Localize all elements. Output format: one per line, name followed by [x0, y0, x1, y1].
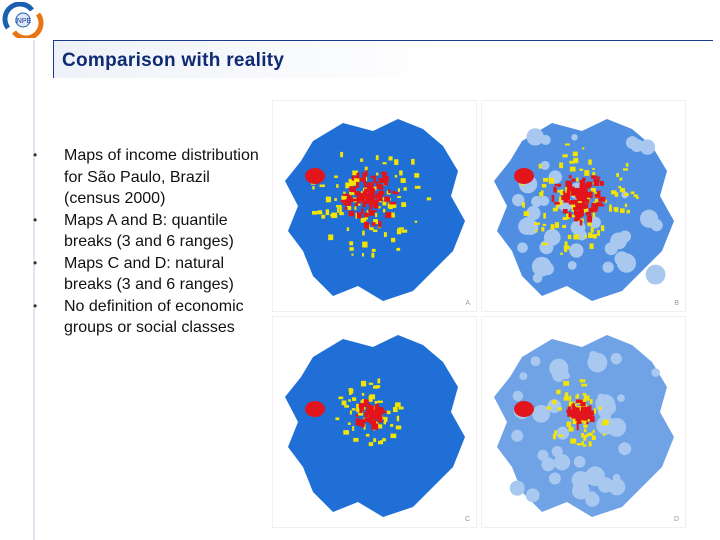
map-a: A — [272, 100, 477, 312]
bullet-dot-icon: • — [33, 148, 38, 162]
map-label: B — [674, 300, 679, 307]
bullet-item: • Maps C and D: natural breaks (3 and 6 r… — [30, 253, 270, 296]
bullet-text: Maps of income distribution for São Paul… — [64, 147, 259, 207]
map-d-image — [494, 335, 674, 517]
bullet-text: No definition of economic groups or soci… — [64, 297, 244, 337]
bullet-dot-icon: • — [33, 212, 38, 227]
map-d: D — [481, 316, 686, 528]
bullet-item: • Maps of income distribution for São Pau… — [30, 145, 270, 210]
income-maps-grid: A B C D — [272, 100, 686, 530]
header-rule-vertical — [53, 40, 54, 78]
logo-text: INPE — [15, 18, 32, 25]
slide-title: Comparison with reality — [62, 50, 285, 71]
map-label: D — [673, 516, 679, 523]
bullet-text: Maps A and B: quantile breaks (3 and 6 r… — [64, 211, 234, 251]
map-c: C — [272, 316, 477, 528]
left-margin-bar — [0, 0, 34, 540]
header-rule-horizontal — [53, 40, 713, 41]
bullet-dot-icon: • — [33, 255, 38, 270]
bullet-dot-icon: • — [33, 298, 38, 313]
map-b: B — [481, 100, 686, 312]
inpe-logo-icon: INPE — [2, 2, 44, 38]
map-label: C — [464, 516, 470, 523]
map-label: A — [465, 300, 470, 307]
map-c-image — [285, 335, 465, 517]
bullet-item: • No definition of economic groups or soc… — [30, 296, 270, 339]
bullet-text: Maps C and D: natural breaks (3 and 6 ra… — [64, 254, 234, 294]
map-a-image — [285, 119, 465, 301]
header-background — [54, 41, 714, 78]
bullet-list: • Maps of income distribution for São Pau… — [30, 145, 270, 339]
map-b-image — [494, 119, 674, 301]
left-margin-line — [33, 40, 35, 540]
bullet-item: • Maps A and B: quantile breaks (3 and 6 … — [30, 210, 270, 253]
